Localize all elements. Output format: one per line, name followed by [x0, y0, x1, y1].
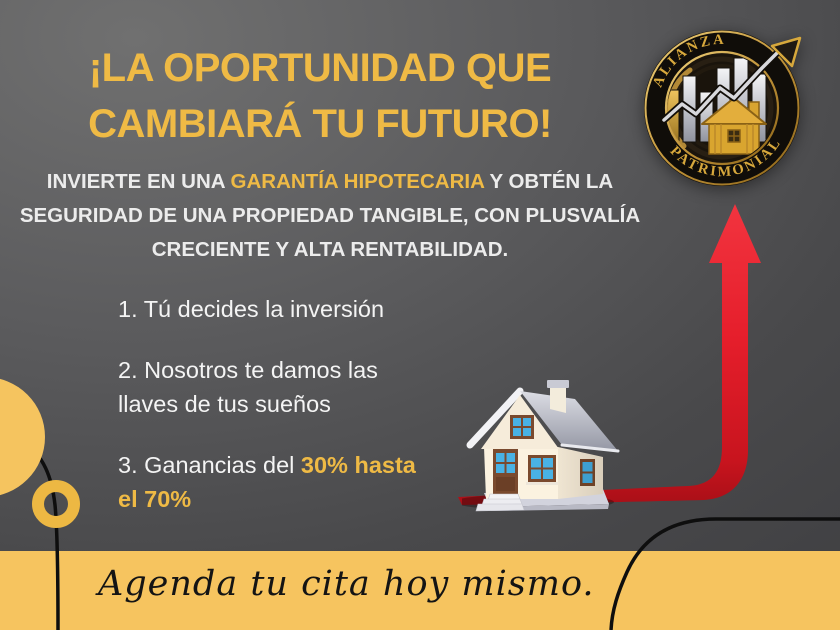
benefit-item-3-prefix: 3. Ganancias del — [118, 452, 301, 478]
cta-text: Agenda tu cita hoy mismo. — [98, 564, 595, 604]
headline-line1: ¡LA OPORTUNIDAD QUE — [88, 46, 552, 90]
house-left-fascia — [466, 387, 524, 449]
headline: ¡LA OPORTUNIDAD QUE CAMBIARÁ TU FUTURO! — [8, 40, 632, 152]
benefit-item-2-line2: llaves de tus sueños — [118, 391, 331, 417]
logo-outer-rim — [644, 30, 800, 186]
intro-prefix: INVIERTE EN UNA — [46, 170, 231, 193]
house-gable-window — [510, 415, 534, 439]
right-curve-line — [609, 517, 840, 630]
house-chimney — [550, 387, 566, 413]
intro-suffix: Y OBTÉN LA SEGURIDAD DE UNA PROPIEDAD TA… — [19, 170, 641, 261]
house-door — [493, 449, 518, 495]
intro-paragraph: INVIERTE EN UNA GARANTÍA HIPOTECARIA Y O… — [0, 165, 660, 267]
bottom-band — [0, 551, 840, 630]
house-side-window — [580, 459, 595, 486]
red-arrow-icon — [458, 204, 761, 505]
benefit-item-2-line1: 2. Nosotros te damos las — [118, 357, 378, 383]
house-steps — [475, 493, 525, 512]
company-logo: ALIANZA PATRIMONIAL — [644, 30, 802, 186]
headline-line2: CAMBIARÁ TU FUTURO! — [88, 102, 552, 146]
benefit-item-3: 3. Ganancias del 30% hasta el 70% — [118, 448, 458, 516]
house-front-window — [526, 455, 558, 485]
logo-inner-rim — [664, 50, 780, 166]
benefit-item-3-highlight2: el 70% — [118, 486, 192, 512]
logo-house-icon — [701, 97, 767, 155]
benefit-item-2: 2. Nosotros te damos las llaves de tus s… — [118, 353, 458, 421]
house-chimney-cap — [547, 380, 569, 388]
house-image — [462, 380, 620, 512]
house-roof-edge — [560, 443, 620, 453]
benefit-item-1: 1. Tú decides la inversión — [118, 296, 385, 322]
logo-trend-arrow — [660, 36, 802, 124]
house-roof — [520, 391, 618, 451]
intro-highlight: GARANTÍA HIPOTECARIA — [230, 170, 485, 193]
benefits-list: 1. Tú decides la inversión 2. Nosotros t… — [118, 292, 458, 543]
benefit-item-3-highlight1: 30% hasta — [300, 452, 416, 478]
